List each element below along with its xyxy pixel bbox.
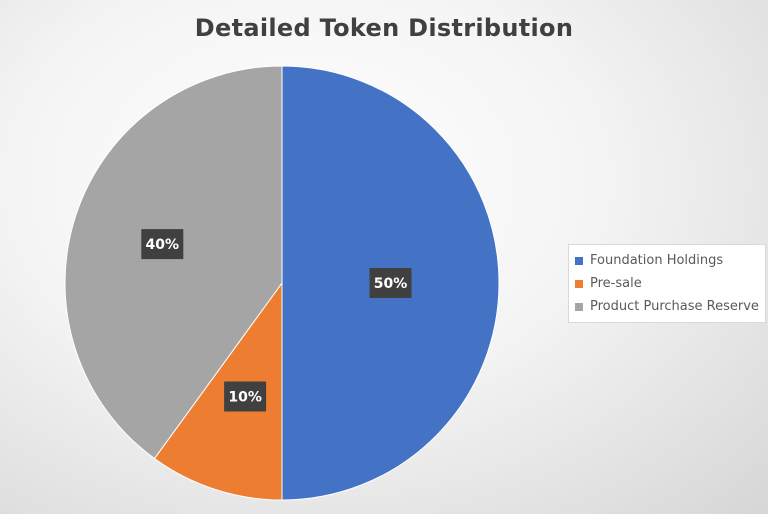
data-label-pre-sale: 10% — [224, 381, 267, 412]
chart-title: Detailed Token Distribution — [194, 14, 574, 42]
legend: Foundation Holdings Pre-sale Product Pur… — [568, 244, 766, 323]
legend-swatch — [575, 279, 583, 288]
data-label-text: 10% — [228, 390, 262, 406]
legend-swatch — [575, 302, 583, 311]
data-label-text: 50% — [374, 276, 408, 292]
legend-item-product-purchase-reserve: Product Purchase Reserve — [575, 295, 761, 318]
pie-slice-product-purchase-reserve — [64, 65, 283, 460]
data-label-foundation-holdings: 50% — [369, 268, 412, 298]
legend-item-pre-sale: Pre-sale — [575, 272, 761, 295]
data-label-box — [224, 381, 267, 412]
legend-label: Product Purchase Reserve — [590, 299, 759, 314]
data-label-product-purchase-reserve: 40% — [141, 229, 184, 260]
pie-slice-pre-sale — [153, 281, 283, 501]
legend-label: Pre-sale — [590, 276, 642, 291]
data-label-text: 40% — [146, 237, 180, 253]
legend-label: Foundation Holdings — [590, 253, 724, 268]
data-label-box — [141, 229, 184, 260]
legend-item-foundation-holdings: Foundation Holdings — [575, 249, 761, 272]
data-label-box — [369, 268, 412, 298]
legend-swatch — [575, 256, 583, 265]
